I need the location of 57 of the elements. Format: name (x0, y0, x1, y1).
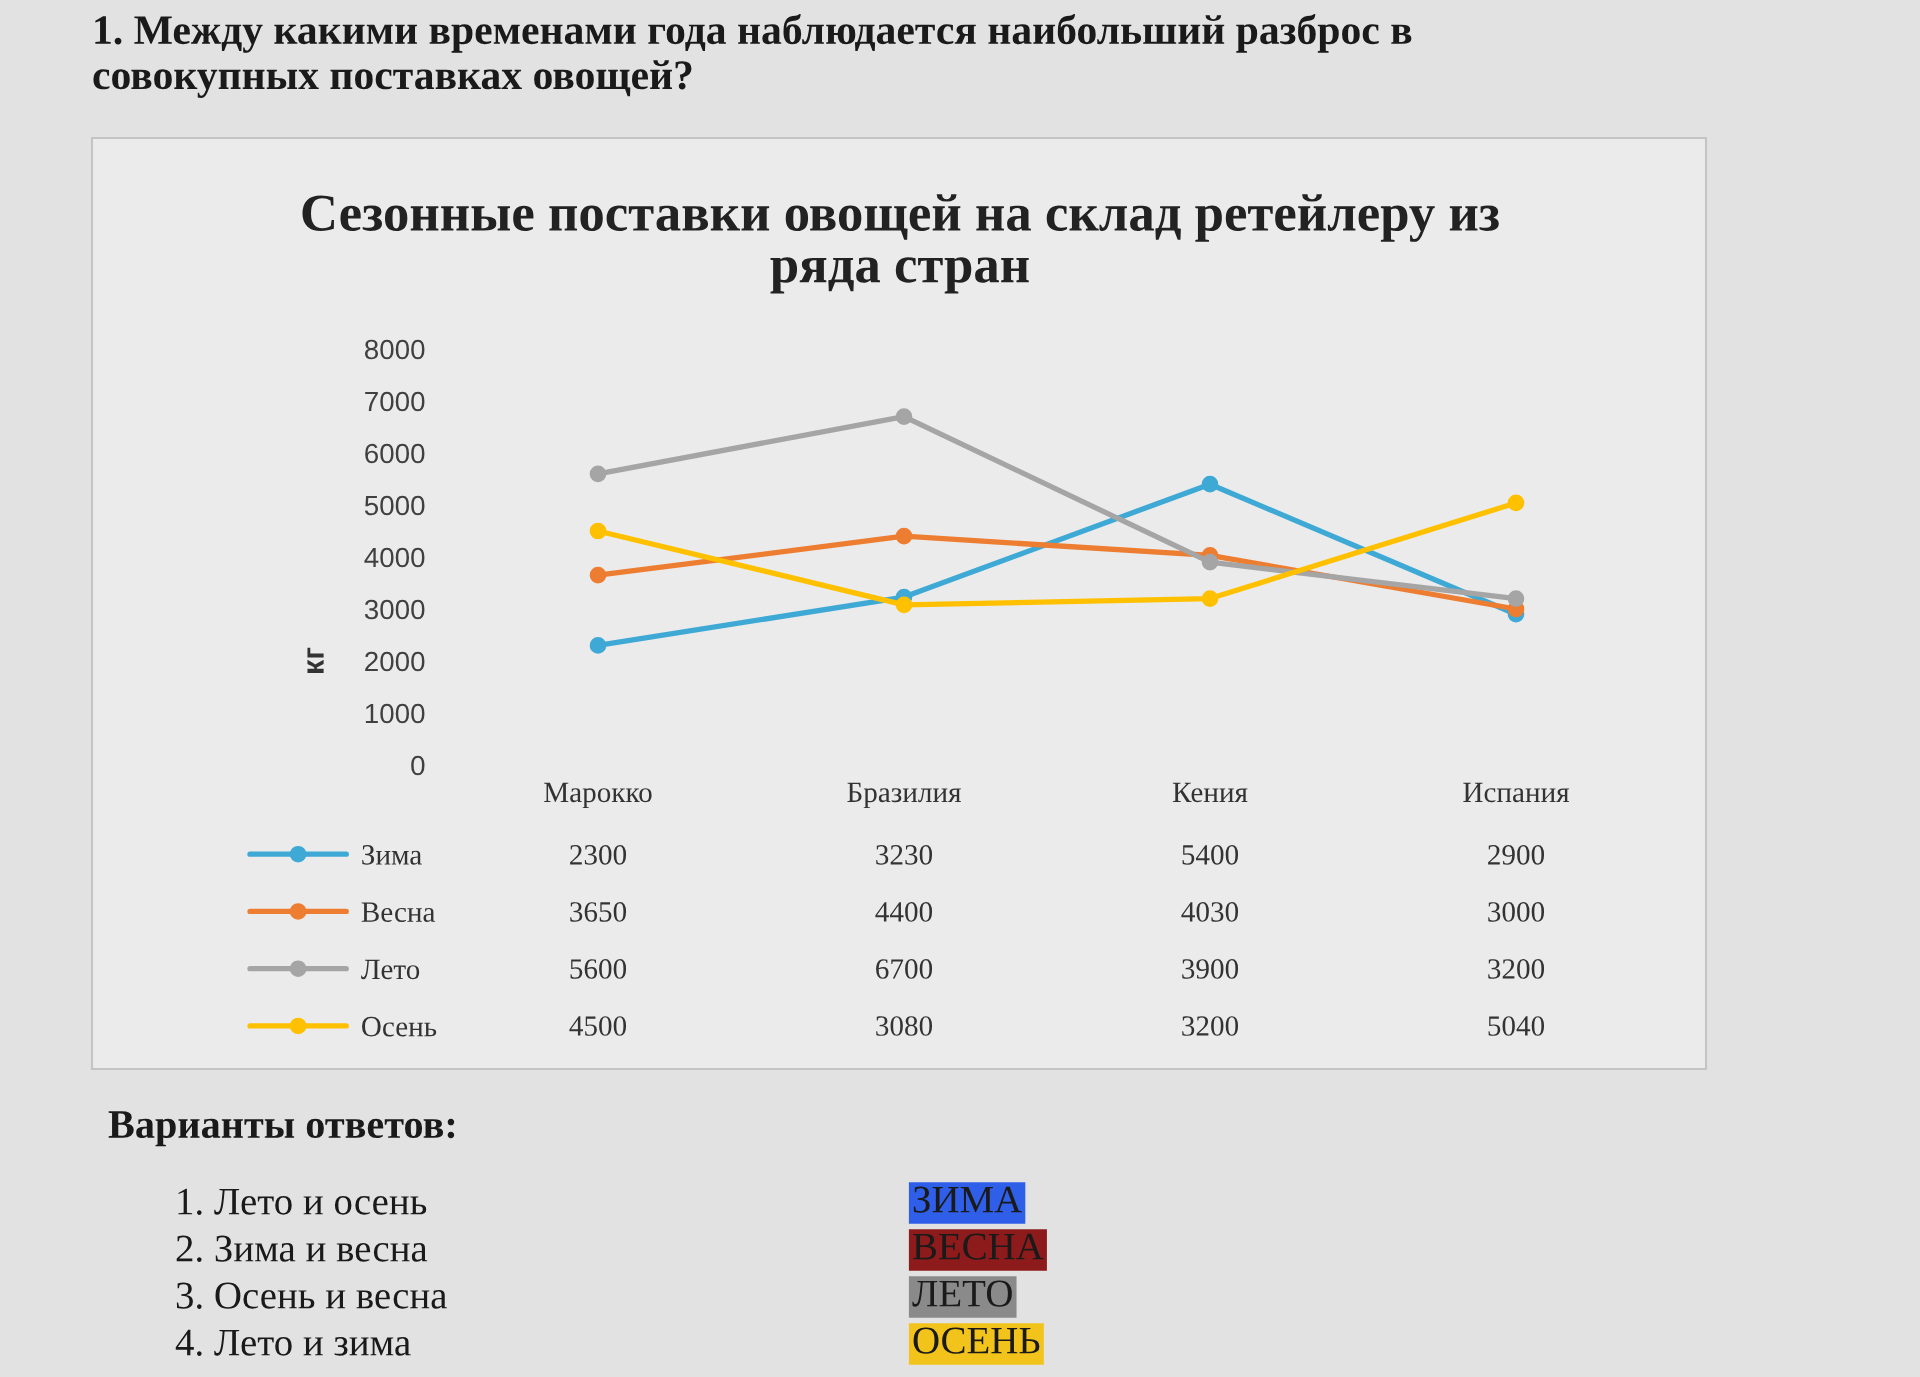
text: 4. Лето и зима (175, 1329, 411, 1356)
x-tick-label: Марокко (544, 782, 652, 809)
point (589, 637, 607, 654)
data-label: 3900 (1182, 959, 1239, 979)
point (895, 596, 913, 614)
data-label: 3000 (1488, 902, 1545, 922)
text: 1. Лето и осень (178, 1188, 427, 1215)
data-label: 4500 (569, 1016, 627, 1036)
data-label: 2300 (570, 845, 627, 865)
y-axis-title: кг (307, 647, 324, 673)
y-tick-label: 3000 (364, 599, 425, 620)
x-tick-label: Кения (1172, 782, 1248, 803)
y-tick-label: 8000 (364, 339, 425, 360)
legend-label: Осень (362, 1016, 437, 1037)
text: ОСЕНЬ (913, 1327, 1040, 1354)
text: 3. Осень и весна (176, 1282, 447, 1309)
text: ЛЕТО (912, 1280, 1012, 1307)
y-tick-label: 0 (411, 755, 425, 776)
data-label: 5400 (1182, 845, 1239, 865)
data-label: 2900 (1488, 845, 1545, 865)
legend-label: Зима (362, 845, 422, 865)
data-label: 3230 (876, 845, 933, 865)
point (589, 465, 607, 483)
x-tick-label: Испания (1463, 782, 1570, 803)
data-label: 5040 (1488, 1016, 1545, 1036)
text: ЗИМА (913, 1186, 1022, 1213)
y-tick-label: 5000 (364, 495, 425, 516)
y-tick-label: 6000 (365, 443, 425, 464)
point (895, 408, 913, 425)
text: 2. Зима и весна (176, 1235, 428, 1262)
data-label: 4400 (875, 902, 933, 922)
data-label: 3650 (570, 902, 627, 922)
data-label: 3200 (1182, 1016, 1239, 1036)
point (1507, 590, 1525, 607)
point (1201, 590, 1219, 607)
data-label: 6700 (876, 959, 933, 979)
data-label: 3200 (1488, 959, 1545, 979)
legend-label: Лето (361, 959, 420, 980)
y-tick-label: 2000 (365, 651, 425, 672)
data-label: 3080 (876, 1016, 933, 1036)
point (895, 527, 913, 545)
point (1507, 494, 1525, 512)
y-tick-label: 4000 (364, 547, 425, 568)
text: 1. Между какими временами года наблюдается наибольший разброс в совокупных поставках овощей? (93, 14, 1412, 98)
y-tick-label: 1000 (365, 703, 425, 724)
x-tick-label: Бразилия (847, 782, 961, 809)
data-label: 4030 (1181, 902, 1239, 922)
legend-label: Весна (361, 902, 436, 922)
data-label: 5600 (570, 959, 627, 979)
point (589, 566, 607, 584)
point (589, 522, 607, 540)
y-tick-label: 7000 (365, 391, 425, 412)
chart-title: Сезонные поставки овощей на склад ретейлеру из ряда стран (302, 194, 1499, 294)
text: Варианты ответов: (108, 1111, 455, 1147)
point (1201, 475, 1219, 493)
text: ВЕСНА (913, 1233, 1044, 1260)
point (1201, 553, 1219, 571)
